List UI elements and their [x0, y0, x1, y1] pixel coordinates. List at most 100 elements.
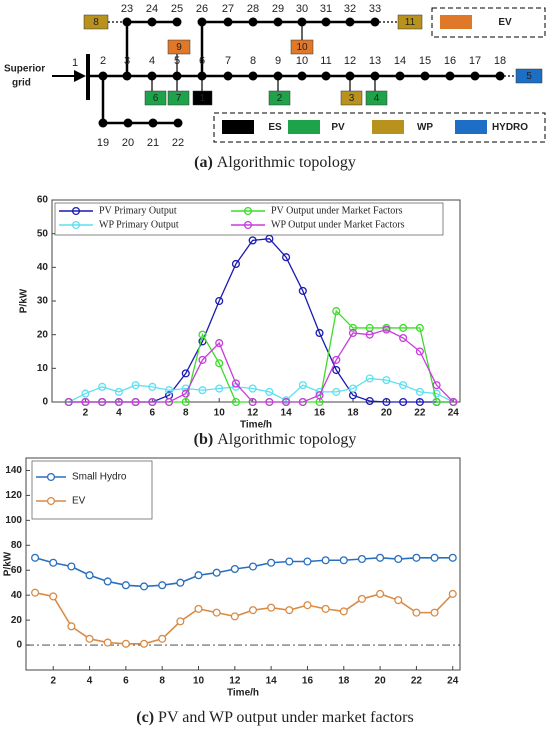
- data-point: [230, 612, 239, 621]
- node: [197, 71, 207, 81]
- device-label: 4: [374, 93, 380, 104]
- data-point: [215, 296, 224, 306]
- node: [273, 17, 283, 27]
- caption: (a) Algorithmic topology: [194, 154, 356, 171]
- node: [273, 71, 283, 81]
- data-point: [339, 556, 348, 565]
- node: [147, 71, 157, 81]
- node-label: 6: [199, 55, 205, 67]
- x-tick-label: 20: [381, 408, 393, 419]
- data-point: [415, 323, 424, 332]
- node: [197, 17, 207, 27]
- node-label: 13: [369, 55, 381, 67]
- data-point: [321, 604, 330, 613]
- data-point: [365, 374, 374, 383]
- y-tick-label: 120: [5, 490, 22, 501]
- node: [147, 17, 157, 27]
- data-point: [285, 606, 294, 615]
- legend-label: Small Hydro: [72, 472, 127, 483]
- data-point: [181, 389, 190, 398]
- data-point: [85, 634, 94, 643]
- y-tick-label: 100: [5, 515, 22, 526]
- data-point: [181, 369, 190, 378]
- node: [297, 71, 307, 81]
- legend-marker: [46, 472, 56, 482]
- data-point: [64, 397, 73, 407]
- data-point: [248, 606, 258, 615]
- x-tick-label: 16: [314, 408, 326, 419]
- node: [470, 71, 480, 81]
- data-point: [365, 396, 374, 406]
- data-point: [148, 382, 157, 391]
- node: [420, 71, 430, 81]
- data-point: [81, 389, 90, 398]
- data-point: [139, 639, 149, 648]
- device-label: 6: [153, 93, 159, 104]
- x-tick-label: 14: [281, 408, 293, 419]
- node-label: 25: [171, 3, 183, 15]
- x-tick-label: 12: [247, 408, 259, 419]
- node: [321, 71, 331, 81]
- x-axis-label: Time/h: [227, 688, 259, 699]
- data-point: [198, 386, 207, 395]
- node: [173, 118, 183, 128]
- data-point: [394, 554, 403, 564]
- node-label: 33: [369, 3, 381, 15]
- data-point: [215, 339, 224, 348]
- grid-label: Superior: [4, 64, 45, 75]
- data-point: [103, 577, 112, 586]
- grid-arrowhead: [74, 70, 86, 82]
- node: [370, 71, 380, 81]
- data-point: [415, 397, 424, 407]
- device-label: 1: [200, 93, 206, 104]
- data-point: [164, 386, 174, 395]
- data-point: [399, 333, 408, 343]
- data-point: [348, 323, 358, 332]
- x-tick-label: 22: [411, 676, 423, 687]
- x-tick-label: 24: [448, 408, 460, 419]
- caption-label: (c): [136, 709, 154, 726]
- y-axis-label: P/kW: [3, 551, 14, 576]
- data-point: [231, 259, 240, 269]
- node-label: 5: [174, 55, 180, 67]
- x-tick-label: 10: [214, 408, 226, 419]
- node-label: 3: [124, 55, 130, 67]
- legend-label: HYDRO: [492, 122, 528, 133]
- node-label: 22: [172, 137, 184, 149]
- data-point: [67, 562, 76, 571]
- data-point: [303, 557, 312, 566]
- legend-marker: [243, 220, 253, 230]
- bus-bar: [86, 54, 90, 100]
- data-point: [265, 387, 274, 396]
- y-tick-label: 20: [11, 615, 23, 626]
- node-label: 30: [296, 3, 308, 15]
- data-point: [215, 359, 224, 368]
- data-point: [103, 638, 112, 647]
- legend-label: ES: [268, 122, 282, 133]
- node: [321, 17, 331, 27]
- device-box: [340, 90, 363, 106]
- node: [495, 71, 505, 81]
- data-point: [81, 397, 90, 407]
- node: [445, 71, 455, 81]
- x-tick-label: 4: [116, 408, 122, 419]
- x-tick-label: 18: [338, 676, 350, 687]
- y-tick-label: 0: [42, 397, 48, 408]
- data-point: [198, 330, 207, 339]
- x-tick-label: 12: [229, 676, 241, 687]
- device-label: 9: [176, 42, 182, 53]
- node-label: 16: [444, 55, 456, 67]
- data-point: [399, 397, 408, 407]
- data-point: [282, 397, 291, 407]
- node: [172, 17, 182, 27]
- data-point: [49, 592, 58, 601]
- y-tick-label: 40: [11, 590, 23, 601]
- node-label: 19: [97, 137, 109, 149]
- x-tick-label: 18: [347, 408, 359, 419]
- data-point: [114, 397, 123, 407]
- node-label: 1: [72, 57, 78, 69]
- caption-text: PV and WP output under market factors: [158, 709, 414, 726]
- device-box: [515, 68, 543, 84]
- caption: (b) Algorithmic topology: [194, 431, 357, 448]
- node: [223, 71, 233, 81]
